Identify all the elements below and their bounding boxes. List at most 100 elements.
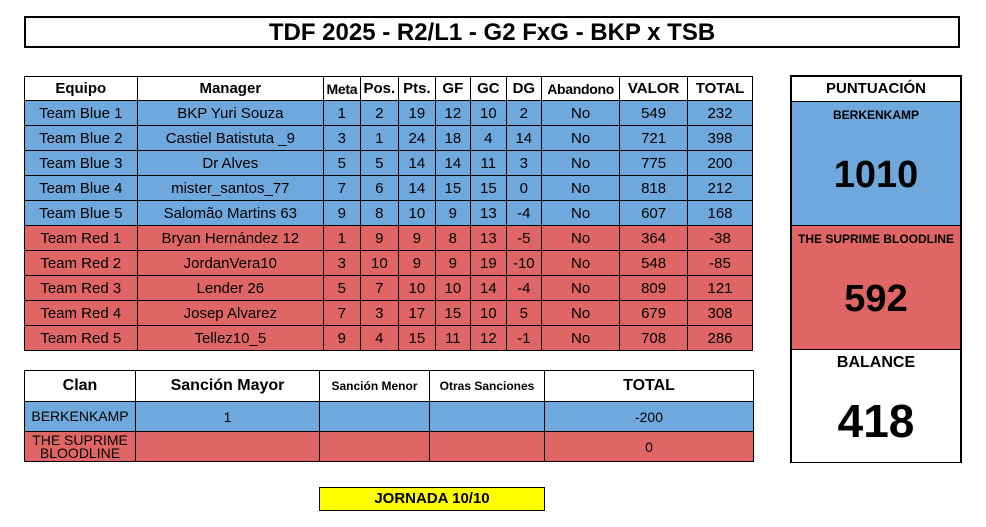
score-panel: PUNTUACIÓN BERKENKAMP 1010 THE SUPRIME B…: [790, 75, 962, 463]
equipo-cell: Team Red 5: [24, 325, 138, 351]
table-row: Team Red 2 JordanVera10 3 10 9 9 19 -10 No 548 -85: [24, 250, 753, 276]
dg-cell: -1: [505, 325, 543, 351]
pts-cell: 19: [398, 100, 436, 126]
gc-cell: 13: [470, 225, 507, 251]
pts-cell: 10: [398, 275, 436, 301]
table-row: Team Blue 2 Castiel Batistuta _9 3 1 24 18 4 14…: [24, 125, 753, 151]
red-clan-name: THE SUPRIME BLOODLINE: [797, 232, 954, 246]
gf-cell: 11: [434, 325, 472, 351]
meta-cell: 1: [323, 100, 361, 126]
table-row: Team Blue 4 mister_santos_77 7 6 14 15 15 0 No 81…: [24, 175, 753, 201]
otras-sanciones-cell: [429, 431, 545, 462]
gf-cell: 12: [434, 100, 472, 126]
gc-cell: 11: [470, 150, 507, 176]
gf-cell: 10: [434, 275, 472, 301]
manager-cell: Lender 26: [136, 275, 325, 301]
pts-cell: 9: [398, 225, 436, 251]
gc-cell: 19: [470, 250, 507, 276]
gc-cell: 10: [470, 300, 507, 326]
abandono-cell: No: [541, 200, 621, 226]
gc-cell: 14: [470, 275, 507, 301]
gf-cell: 14: [434, 150, 472, 176]
table-row: Team Blue 1 BKP Yuri Souza 1 2 19 12 10 2 No 549 2…: [24, 100, 753, 126]
total-cell: -85: [687, 250, 753, 276]
sanctions-total-cell: -200: [544, 401, 754, 432]
valor-cell: 548: [619, 250, 689, 276]
abandono-cell: No: [541, 100, 621, 126]
pos-cell: 4: [359, 325, 400, 351]
dg-cell: 2: [505, 100, 543, 126]
dg-cell: -10: [505, 250, 543, 276]
abandono-cell: No: [541, 300, 621, 326]
pts-cell: 9: [398, 250, 436, 276]
dg-cell: 0: [505, 175, 543, 201]
gf-cell: 15: [434, 175, 472, 201]
gf-cell: 8: [434, 225, 472, 251]
total-cell: -38: [687, 225, 753, 251]
valor-cell: 607: [619, 200, 689, 226]
manager-cell: Castiel Batistuta _9: [136, 125, 325, 151]
abandono-cell: No: [541, 175, 621, 201]
pts-cell: 17: [398, 300, 436, 326]
total-cell: 168: [687, 200, 753, 226]
valor-cell: 809: [619, 275, 689, 301]
manager-cell: Bryan Hernández 12: [136, 225, 325, 251]
red-clan-score: 592: [844, 278, 908, 320]
dg-cell: 14: [505, 125, 543, 151]
total-cell: 286: [687, 325, 753, 351]
equipo-cell: Team Red 4: [24, 300, 138, 326]
gf-cell: 15: [434, 300, 472, 326]
sancion-menor-cell: [319, 431, 430, 462]
meta-cell: 9: [323, 200, 361, 226]
equipo-cell: Team Blue 1: [24, 100, 138, 126]
sanctions-row-red: THE SUPRIME BLOODLINE 0: [24, 431, 754, 462]
valor-cell: 549: [619, 100, 689, 126]
manager-cell: BKP Yuri Souza: [136, 100, 325, 126]
valor-cell: 775: [619, 150, 689, 176]
blue-clan-score-block: BERKENKAMP 1010: [792, 102, 960, 226]
col-header-equipo: Equipo: [24, 76, 138, 101]
meta-cell: 1: [323, 225, 361, 251]
manager-cell: Josep Alvarez: [136, 300, 325, 326]
sanctions-row-blue: BERKENKAMP 1 -200: [24, 401, 754, 432]
meta-cell: 5: [323, 150, 361, 176]
col-header-otras-sanciones: Otras Sanciones: [429, 370, 545, 402]
meta-cell: 3: [323, 125, 361, 151]
table-row: Team Red 5 Tellez10_5 9 4 15 11 12 -1 No 708 286: [24, 325, 753, 351]
pts-cell: 14: [398, 175, 436, 201]
equipo-cell: Team Blue 3: [24, 150, 138, 176]
balance-block: BALANCE 418: [792, 350, 960, 462]
meta-cell: 7: [323, 300, 361, 326]
pos-cell: 7: [359, 275, 400, 301]
sanctions-total-cell: 0: [544, 431, 754, 462]
page-title: TDF 2025 - R2/L1 - G2 FxG - BKP x TSB: [24, 16, 960, 48]
sancion-menor-cell: [319, 401, 430, 432]
col-header-sanctions-total: TOTAL: [544, 370, 754, 402]
otras-sanciones-cell: [429, 401, 545, 432]
clan-cell: THE SUPRIME BLOODLINE: [24, 431, 136, 462]
dg-cell: -4: [505, 275, 543, 301]
sancion-mayor-cell: [135, 431, 320, 462]
pos-cell: 3: [359, 300, 400, 326]
pos-cell: 9: [359, 225, 400, 251]
valor-cell: 721: [619, 125, 689, 151]
dg-cell: 3: [505, 150, 543, 176]
jornada-badge: JORNADA 10/10: [319, 487, 545, 511]
col-header-sancion-mayor: Sanción Mayor: [135, 370, 320, 402]
col-header-gc: GC: [470, 76, 507, 101]
score-panel-header: PUNTUACIÓN: [792, 77, 960, 102]
equipo-cell: Team Blue 4: [24, 175, 138, 201]
gf-cell: 9: [434, 200, 472, 226]
col-header-abandono: Abandono: [541, 76, 621, 101]
total-cell: 200: [687, 150, 753, 176]
dg-cell: 5: [505, 300, 543, 326]
total-cell: 212: [687, 175, 753, 201]
col-header-dg: DG: [505, 76, 543, 101]
total-cell: 398: [687, 125, 753, 151]
meta-cell: 7: [323, 175, 361, 201]
equipo-cell: Team Blue 5: [24, 200, 138, 226]
results-header-row: Equipo Manager Meta Pos. Pts. GF GC DG A…: [24, 76, 753, 101]
manager-cell: Tellez10_5: [136, 325, 325, 351]
pos-cell: 8: [359, 200, 400, 226]
dg-cell: -4: [505, 200, 543, 226]
